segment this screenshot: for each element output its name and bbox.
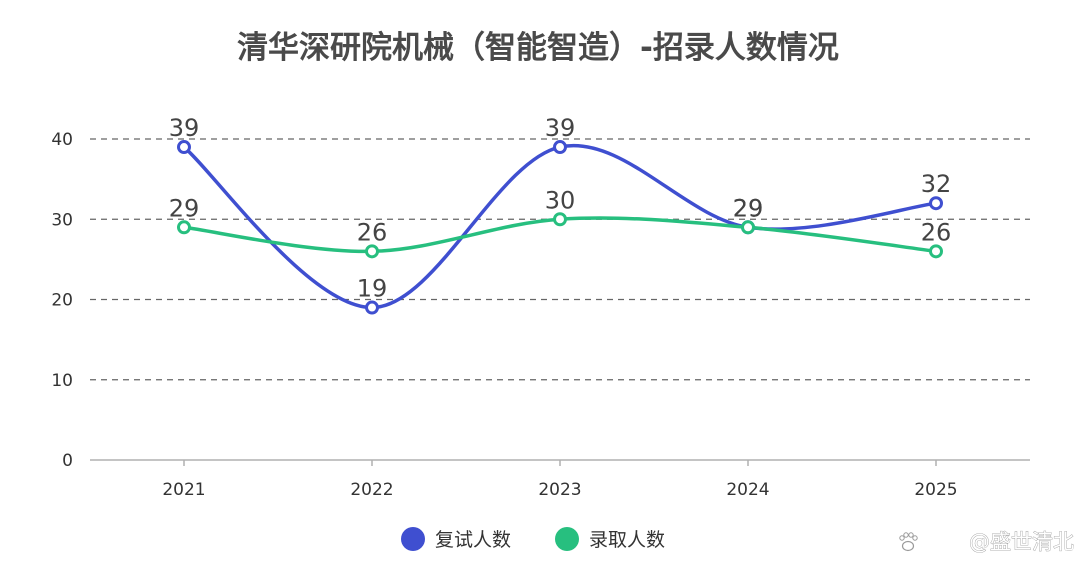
y-tick-label: 20 xyxy=(51,291,73,311)
series-line-1 xyxy=(182,143,937,310)
x-tick-label: 2025 xyxy=(914,480,957,500)
data-point xyxy=(553,212,567,227)
y-tick-label: 30 xyxy=(51,210,73,230)
legend: 复试人数 录取人数 xyxy=(401,527,665,551)
x-tick-label: 2022 xyxy=(350,480,393,500)
data-label: 29 xyxy=(733,194,764,222)
data-label: 39 xyxy=(169,114,200,142)
legend-label: 录取人数 xyxy=(589,529,665,551)
data-label: 26 xyxy=(921,218,952,246)
data-point xyxy=(177,220,191,235)
data-point xyxy=(177,140,191,155)
data-point xyxy=(365,300,379,315)
y-tick-label: 40 xyxy=(51,130,73,150)
legend-label: 复试人数 xyxy=(435,529,511,551)
data-label: 29 xyxy=(733,194,764,222)
data-label: 32 xyxy=(921,170,952,198)
x-axis-ticks: 2021 2022 2023 2024 2025 xyxy=(162,460,958,500)
data-point xyxy=(929,196,943,211)
series-group xyxy=(177,140,943,315)
data-point xyxy=(553,140,567,155)
data-point xyxy=(929,244,943,259)
y-axis-ticks: 0 10 20 30 40 xyxy=(51,130,73,471)
data-point xyxy=(741,220,755,235)
legend-marker xyxy=(555,527,579,551)
chart-title: 清华深研院机械（智能智造）-招录人数情况 xyxy=(237,30,839,66)
y-tick-label: 0 xyxy=(62,451,73,471)
y-tick-label: 10 xyxy=(51,371,73,391)
data-label: 26 xyxy=(357,218,388,246)
watermark: @盛世清北 xyxy=(899,530,1074,554)
x-tick-label: 2021 xyxy=(162,480,205,500)
grid-lines xyxy=(90,138,1030,381)
data-label: 19 xyxy=(357,275,388,303)
data-label: 39 xyxy=(545,114,576,142)
paw-icon xyxy=(899,532,918,552)
data-label: 29 xyxy=(169,194,200,222)
x-tick-label: 2023 xyxy=(538,480,581,500)
data-point xyxy=(365,244,379,259)
data-label: 30 xyxy=(545,186,576,214)
x-tick-label: 2024 xyxy=(726,480,769,500)
legend-marker xyxy=(401,527,425,551)
watermark-text: @盛世清北 xyxy=(969,530,1074,554)
